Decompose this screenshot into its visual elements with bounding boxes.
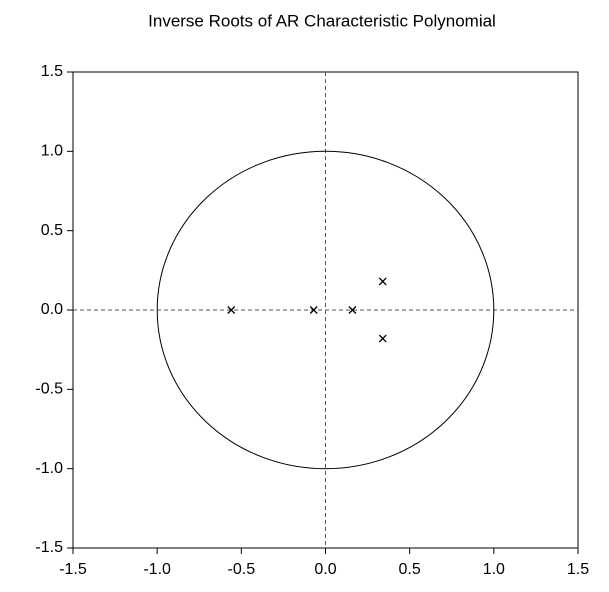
y-tick-label: -0.5: [35, 381, 63, 398]
chart-title: Inverse Roots of AR Characteristic Polyn…: [148, 11, 496, 30]
root-marker: [378, 334, 387, 343]
y-tick-label: 0.0: [41, 301, 63, 318]
x-tick-label: -1.0: [143, 561, 171, 578]
x-tick-label: 0.0: [314, 561, 336, 578]
y-tick-label: -1.0: [35, 460, 63, 477]
unit-circle: [156, 150, 495, 470]
y-tick-label: -1.5: [35, 539, 63, 556]
y-tick-label: 1.0: [41, 143, 63, 160]
root-marker: [378, 277, 387, 286]
root-marker: [227, 306, 236, 314]
x-tick-label: -1.5: [59, 561, 87, 578]
y-tick-label: 0.5: [41, 222, 63, 239]
x-tick-label: 0.5: [399, 561, 421, 578]
x-tick-label: 1.0: [483, 561, 505, 578]
root-marker: [348, 306, 357, 314]
root-marker: [309, 306, 318, 314]
x-tick-label: 1.5: [567, 561, 589, 578]
y-tick-label: 1.5: [41, 63, 63, 80]
x-tick-label: -0.5: [228, 561, 256, 578]
